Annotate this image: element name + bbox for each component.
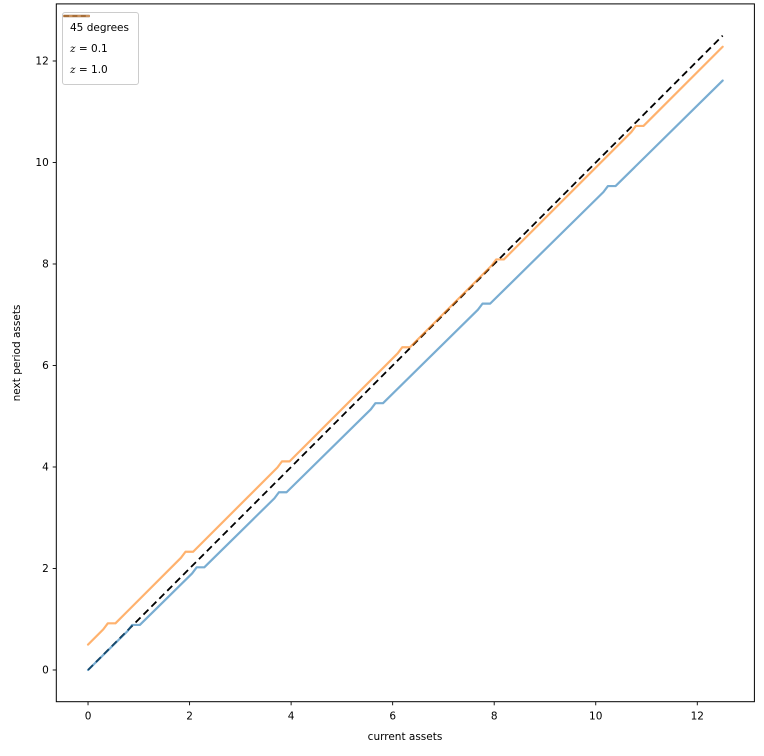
axes-frame (55, 3, 755, 703)
x-tick-label: 4 (288, 711, 295, 723)
series-line-0 (87, 34, 724, 671)
y-tick-label: 4 (42, 462, 49, 474)
x-axis-label: current assets (367, 731, 443, 743)
y-tick-label: 10 (35, 157, 48, 169)
legend-label: z = 1.0 (70, 63, 108, 76)
legend-item-1: z = 0.1 (63, 14, 129, 58)
y-tick-label: 8 (42, 259, 49, 271)
x-tick-label: 12 (691, 711, 704, 723)
y-tick-label: 12 (35, 56, 48, 68)
y-axis-label: next period assets (11, 304, 23, 402)
x-tick-label: 6 (389, 711, 396, 723)
series-line-1 (86, 79, 724, 672)
legend-swatch-line (63, 14, 90, 18)
legend-item-2: z = 1.0 (63, 14, 129, 79)
legend: 45 degrees z = 0.1 z = 1.0 (62, 12, 139, 85)
legend-label: z = 0.1 (70, 42, 108, 55)
y-tick-label: 0 (42, 665, 49, 677)
x-tick-label: 10 (589, 711, 602, 723)
x-tick-label: 8 (491, 711, 498, 723)
legend-label: 45 degrees (70, 21, 129, 34)
y-tick-label: 6 (42, 360, 49, 372)
x-tick-label: 0 (85, 711, 92, 723)
legend-item-0: 45 degrees (64, 15, 129, 37)
x-tick-label: 2 (186, 711, 193, 723)
y-tick-label: 2 (42, 563, 49, 575)
series-line-2 (86, 45, 724, 646)
